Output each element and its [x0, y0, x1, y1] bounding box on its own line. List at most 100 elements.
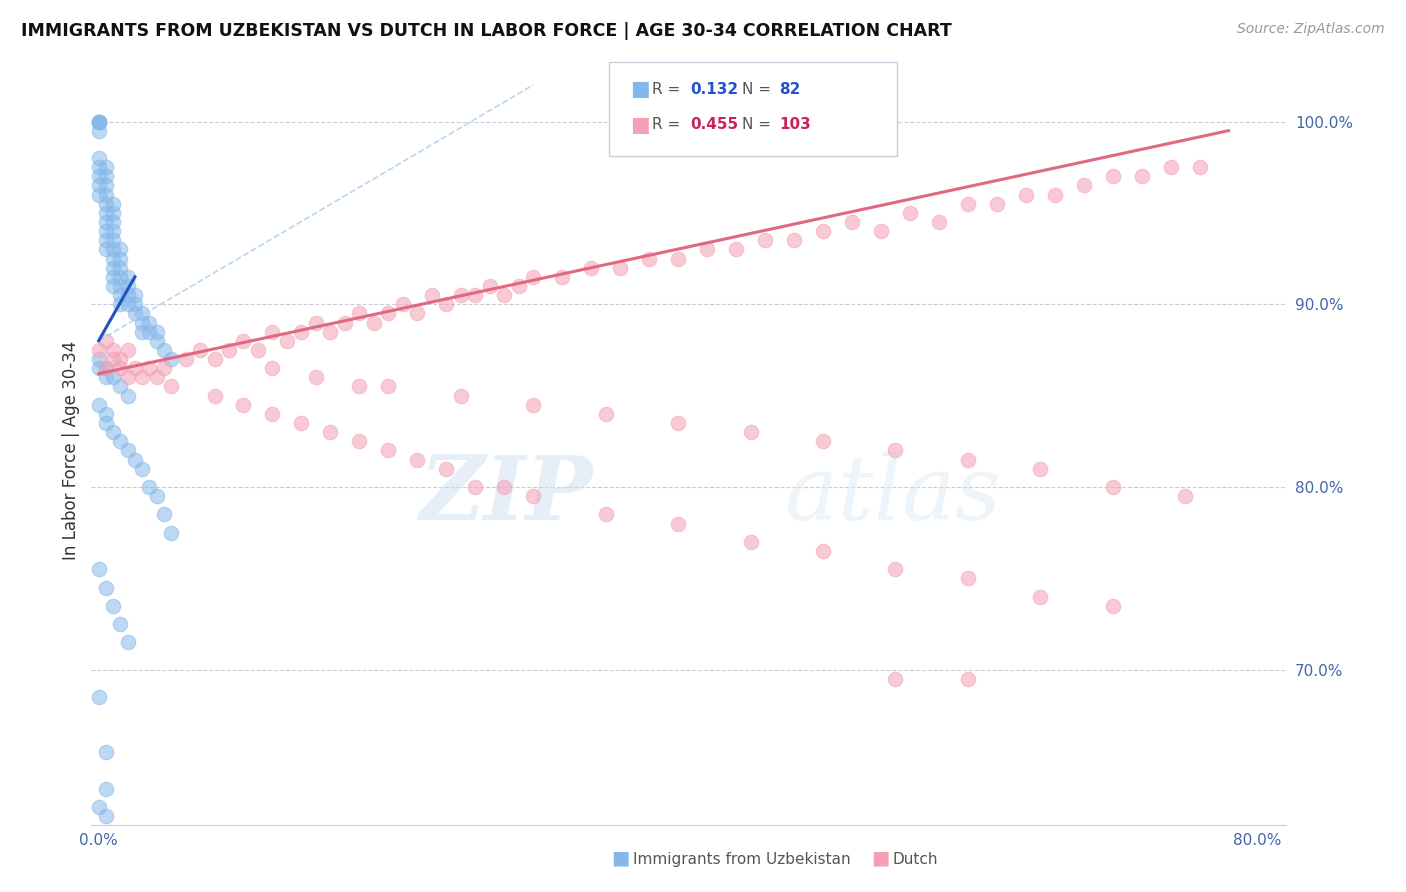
Text: 0.132: 0.132 — [690, 82, 738, 96]
Point — [262, 361, 284, 376]
Point — [94, 243, 117, 257]
Point — [522, 489, 544, 503]
Point — [956, 571, 979, 585]
Point — [884, 562, 907, 576]
Point — [94, 407, 117, 421]
Point — [349, 306, 371, 320]
Point — [87, 169, 110, 184]
Point — [87, 114, 110, 128]
Text: N =: N = — [742, 118, 776, 132]
Text: Source: ZipAtlas.com: Source: ZipAtlas.com — [1237, 22, 1385, 37]
Point — [724, 243, 747, 257]
Point — [87, 151, 110, 165]
Point — [94, 809, 117, 823]
Point — [110, 434, 132, 449]
Text: R =: R = — [652, 82, 686, 96]
Point — [87, 352, 110, 367]
Point — [232, 398, 254, 412]
Point — [94, 334, 117, 348]
Point — [87, 562, 110, 576]
Point — [811, 544, 834, 558]
Point — [145, 325, 167, 339]
Point — [551, 269, 574, 284]
Point — [1160, 160, 1182, 174]
Point — [124, 361, 146, 376]
Text: ZIP: ZIP — [420, 452, 593, 539]
Point — [262, 325, 284, 339]
Point — [522, 269, 544, 284]
Point — [1029, 461, 1052, 475]
Text: N =: N = — [742, 82, 776, 96]
Point — [377, 379, 399, 393]
Text: atlas: atlas — [785, 452, 1000, 539]
Point — [434, 461, 457, 475]
Point — [101, 269, 124, 284]
Point — [1073, 178, 1095, 193]
Point — [101, 224, 124, 238]
Point — [333, 316, 356, 330]
Point — [124, 297, 146, 311]
Point — [110, 379, 132, 393]
Point — [87, 114, 110, 128]
Point — [609, 260, 631, 275]
Point — [110, 361, 132, 376]
Point — [841, 215, 863, 229]
Point — [1174, 489, 1197, 503]
Point — [363, 316, 385, 330]
Point — [101, 233, 124, 247]
Point — [783, 233, 806, 247]
Point — [94, 187, 117, 202]
Point — [740, 534, 762, 549]
Point — [884, 443, 907, 458]
Point — [153, 508, 176, 522]
Point — [666, 416, 689, 430]
Point — [101, 215, 124, 229]
Point — [131, 325, 153, 339]
Point — [956, 196, 979, 211]
Point — [94, 206, 117, 220]
Point — [276, 334, 298, 348]
Point — [1101, 599, 1123, 613]
Point — [94, 361, 117, 376]
Point — [1188, 160, 1211, 174]
Point — [87, 690, 110, 705]
Point — [1043, 187, 1066, 202]
Point — [131, 306, 153, 320]
Point — [101, 196, 124, 211]
Text: ■: ■ — [630, 79, 650, 99]
Point — [110, 279, 132, 293]
Point — [595, 508, 617, 522]
Point — [138, 361, 160, 376]
Point — [131, 461, 153, 475]
Text: Dutch: Dutch — [893, 852, 938, 867]
Point — [420, 288, 443, 302]
Point — [349, 434, 371, 449]
Point — [138, 316, 160, 330]
Point — [956, 672, 979, 686]
Point — [406, 452, 429, 467]
Point — [811, 224, 834, 238]
Point — [494, 288, 516, 302]
Point — [124, 452, 146, 467]
Point — [110, 288, 132, 302]
Point — [94, 361, 117, 376]
Point — [450, 389, 472, 403]
Point — [138, 480, 160, 494]
Point — [94, 160, 117, 174]
Point — [131, 370, 153, 384]
Point — [117, 443, 139, 458]
Point — [94, 781, 117, 796]
Point — [87, 178, 110, 193]
Point — [101, 425, 124, 440]
Point — [101, 260, 124, 275]
Point — [595, 407, 617, 421]
Point — [740, 425, 762, 440]
Point — [101, 206, 124, 220]
Point — [145, 370, 167, 384]
Point — [94, 224, 117, 238]
Text: 0.455: 0.455 — [690, 118, 738, 132]
Point — [349, 379, 371, 393]
Point — [884, 672, 907, 686]
Point — [110, 243, 132, 257]
Point — [101, 599, 124, 613]
